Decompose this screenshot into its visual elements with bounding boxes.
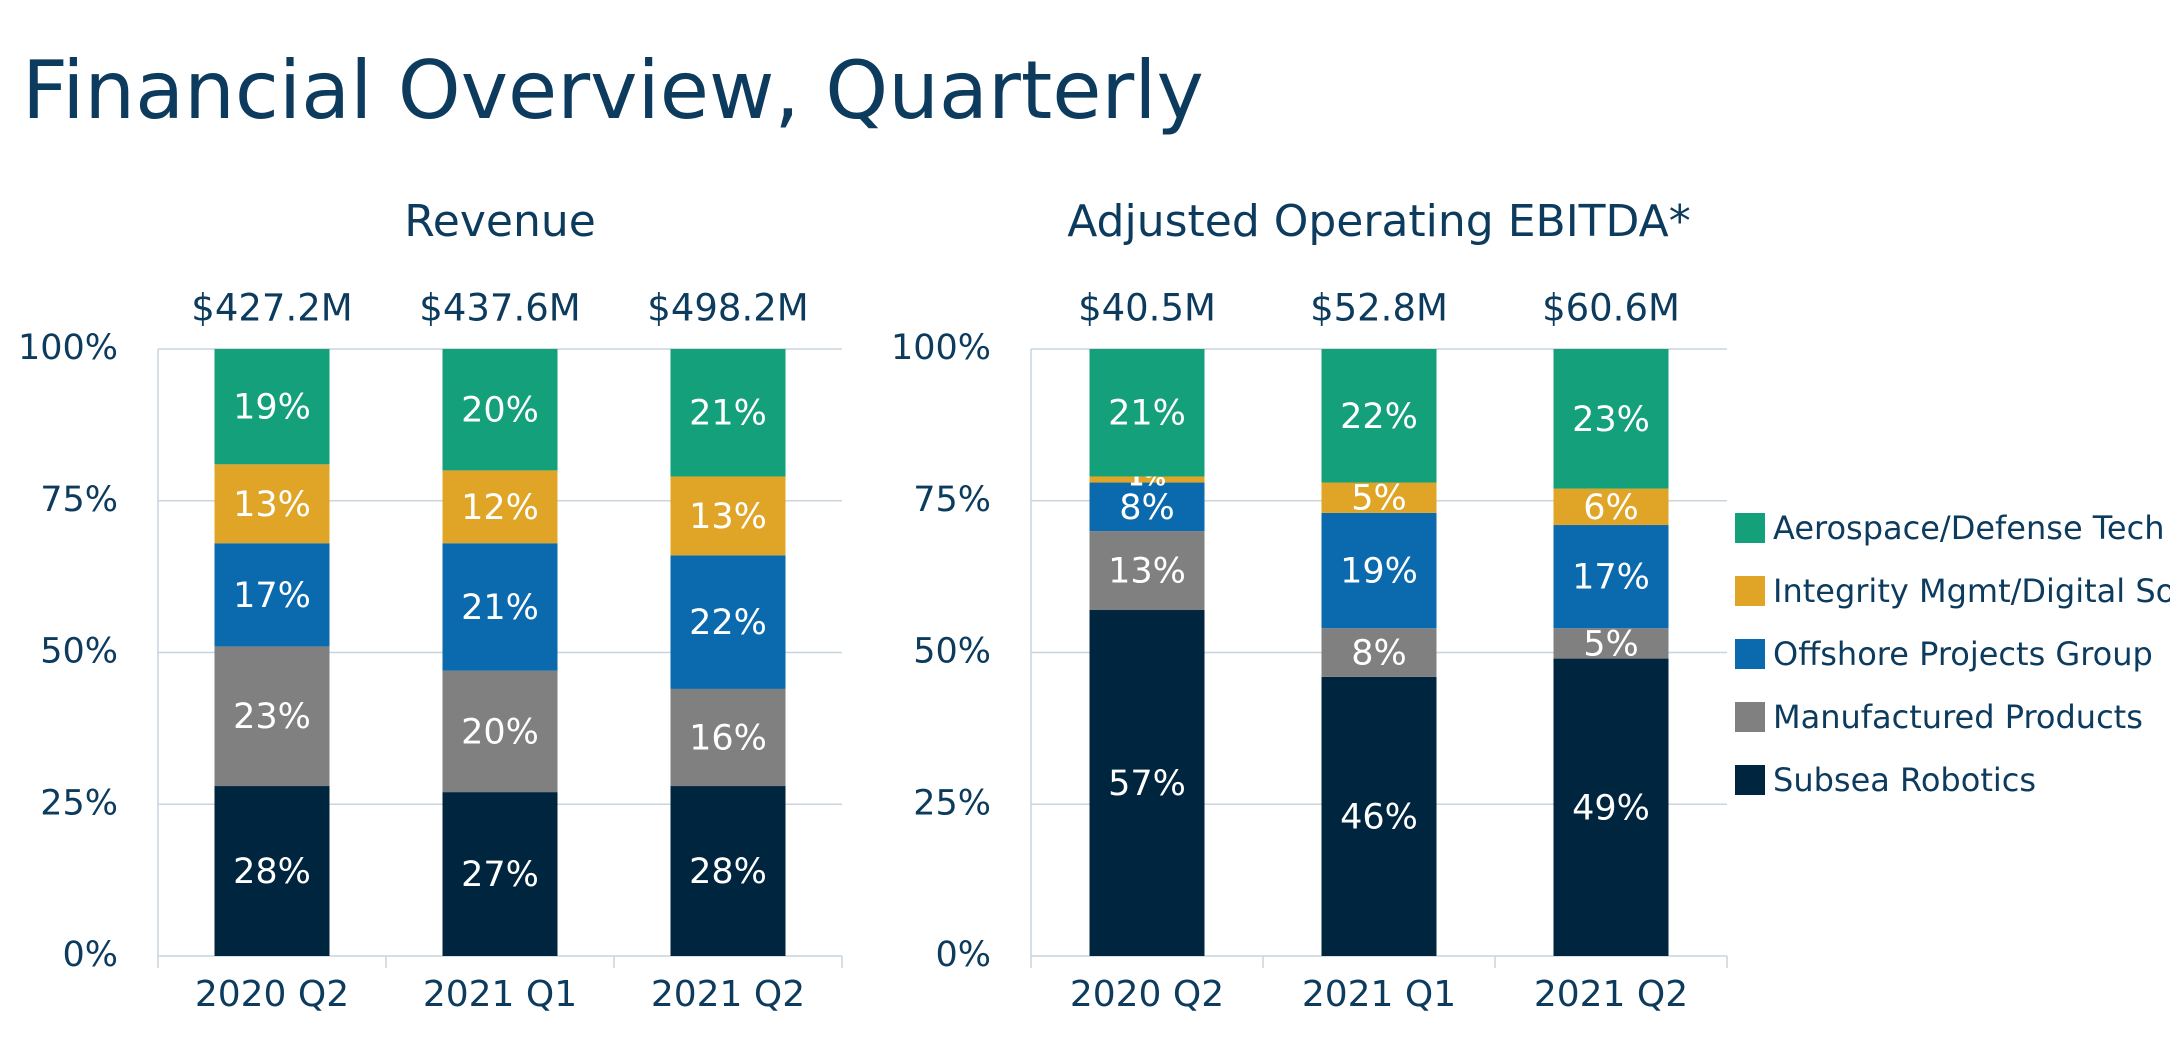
value-label: 46% <box>1340 797 1418 837</box>
value-label: 8% <box>1119 488 1175 528</box>
value-label: 17% <box>233 576 311 616</box>
total-label: $427.2M <box>191 287 352 330</box>
x-tick-label: 2020 Q2 <box>195 974 349 1015</box>
legend-label: Offshore Projects Group <box>1773 635 2153 673</box>
value-label: 22% <box>689 603 767 643</box>
bar-segment <box>442 349 558 471</box>
value-label: 5% <box>1351 479 1407 519</box>
bar-segment <box>442 792 558 956</box>
bar-segment <box>1553 658 1669 956</box>
chart-subtitle: Revenue <box>404 196 596 247</box>
x-tick-label: 2020 Q2 <box>1070 974 1224 1015</box>
y-tick-label: 50% <box>40 632 118 672</box>
x-tick-label: 2021 Q1 <box>1302 974 1456 1015</box>
value-label: 22% <box>1340 397 1418 437</box>
value-label: 28% <box>233 852 311 892</box>
value-label: 23% <box>233 697 311 737</box>
value-label: 13% <box>233 485 311 525</box>
value-label: 21% <box>461 588 539 628</box>
legend-swatch <box>1735 639 1765 669</box>
bar-segment <box>1321 676 1437 956</box>
page-title: Financial Overview, Quarterly <box>22 44 1204 137</box>
total-label: $40.5M <box>1078 287 1216 330</box>
value-label: 12% <box>461 488 539 528</box>
legend-swatch <box>1735 702 1765 732</box>
value-label: 5% <box>1583 624 1639 664</box>
legend-label: Manufactured Products <box>1773 698 2143 736</box>
y-tick-label: 50% <box>913 632 991 672</box>
value-label: 23% <box>1572 400 1650 440</box>
value-label: 6% <box>1583 488 1639 528</box>
bar-segment <box>1089 482 1205 532</box>
bar-segment <box>214 786 330 956</box>
legend-label: Integrity Mgmt/Digital Sol <box>1773 572 2170 610</box>
bar-segment <box>670 688 786 787</box>
y-tick-label: 0% <box>62 935 118 975</box>
y-tick-label: 25% <box>40 783 118 823</box>
total-label: $60.6M <box>1542 287 1680 330</box>
legend-label: Aerospace/Defense Tech <box>1773 509 2164 547</box>
bar-segment <box>670 476 786 556</box>
bar-segment <box>670 786 786 956</box>
chart-subtitle: Adjusted Operating EBITDA* <box>1067 196 1691 247</box>
bar-segment <box>442 470 558 544</box>
value-label: 19% <box>1340 552 1418 592</box>
legend-swatch <box>1735 765 1765 795</box>
total-label: $437.6M <box>419 287 580 330</box>
value-label: 49% <box>1572 788 1650 828</box>
y-tick-label: 100% <box>891 328 991 368</box>
bar-segment <box>1321 349 1437 483</box>
x-tick-label: 2021 Q2 <box>1534 974 1688 1015</box>
total-label: $498.2M <box>647 287 808 330</box>
bar-segment <box>1553 349 1669 489</box>
value-label: 28% <box>689 852 767 892</box>
bar-segment <box>1089 610 1205 956</box>
bar-segment <box>1089 349 1205 477</box>
bar-segment <box>1553 488 1669 526</box>
value-label: 8% <box>1351 634 1407 674</box>
bar-segment <box>214 349 330 465</box>
bar-segment <box>670 349 786 477</box>
y-tick-label: 25% <box>913 783 991 823</box>
bar-segment <box>442 670 558 793</box>
value-label: 17% <box>1572 558 1650 598</box>
value-label: 57% <box>1108 764 1186 804</box>
value-label: 20% <box>461 391 539 431</box>
y-tick-label: 100% <box>18 328 118 368</box>
total-label: $52.8M <box>1310 287 1448 330</box>
value-label: 20% <box>461 712 539 752</box>
bar-segment <box>1553 525 1669 629</box>
bar-segment <box>442 543 558 671</box>
legend-swatch <box>1735 576 1765 606</box>
x-tick-label: 2021 Q2 <box>651 974 805 1015</box>
bar-segment <box>214 543 330 647</box>
value-label: 27% <box>461 855 539 895</box>
value-label: 13% <box>689 497 767 537</box>
y-tick-label: 0% <box>935 935 991 975</box>
bar-segment <box>214 464 330 544</box>
y-tick-label: 75% <box>40 480 118 520</box>
legend-swatch <box>1735 513 1765 543</box>
value-label: 21% <box>689 394 767 434</box>
x-tick-label: 2021 Q1 <box>423 974 577 1015</box>
value-label: 19% <box>233 388 311 428</box>
bar-segment <box>1321 628 1437 677</box>
value-label: 21% <box>1108 394 1186 434</box>
bar-segment <box>1321 512 1437 629</box>
bar-segment <box>1553 628 1669 659</box>
bar-segment <box>1321 482 1437 513</box>
y-tick-label: 75% <box>913 480 991 520</box>
bar-segment <box>214 646 330 787</box>
bar-segment <box>670 555 786 689</box>
value-label: 13% <box>1108 552 1186 592</box>
bar-segment <box>1089 476 1205 483</box>
legend-label: Subsea Robotics <box>1773 761 2036 799</box>
value-label: 16% <box>689 718 767 758</box>
bar-segment <box>1089 531 1205 611</box>
